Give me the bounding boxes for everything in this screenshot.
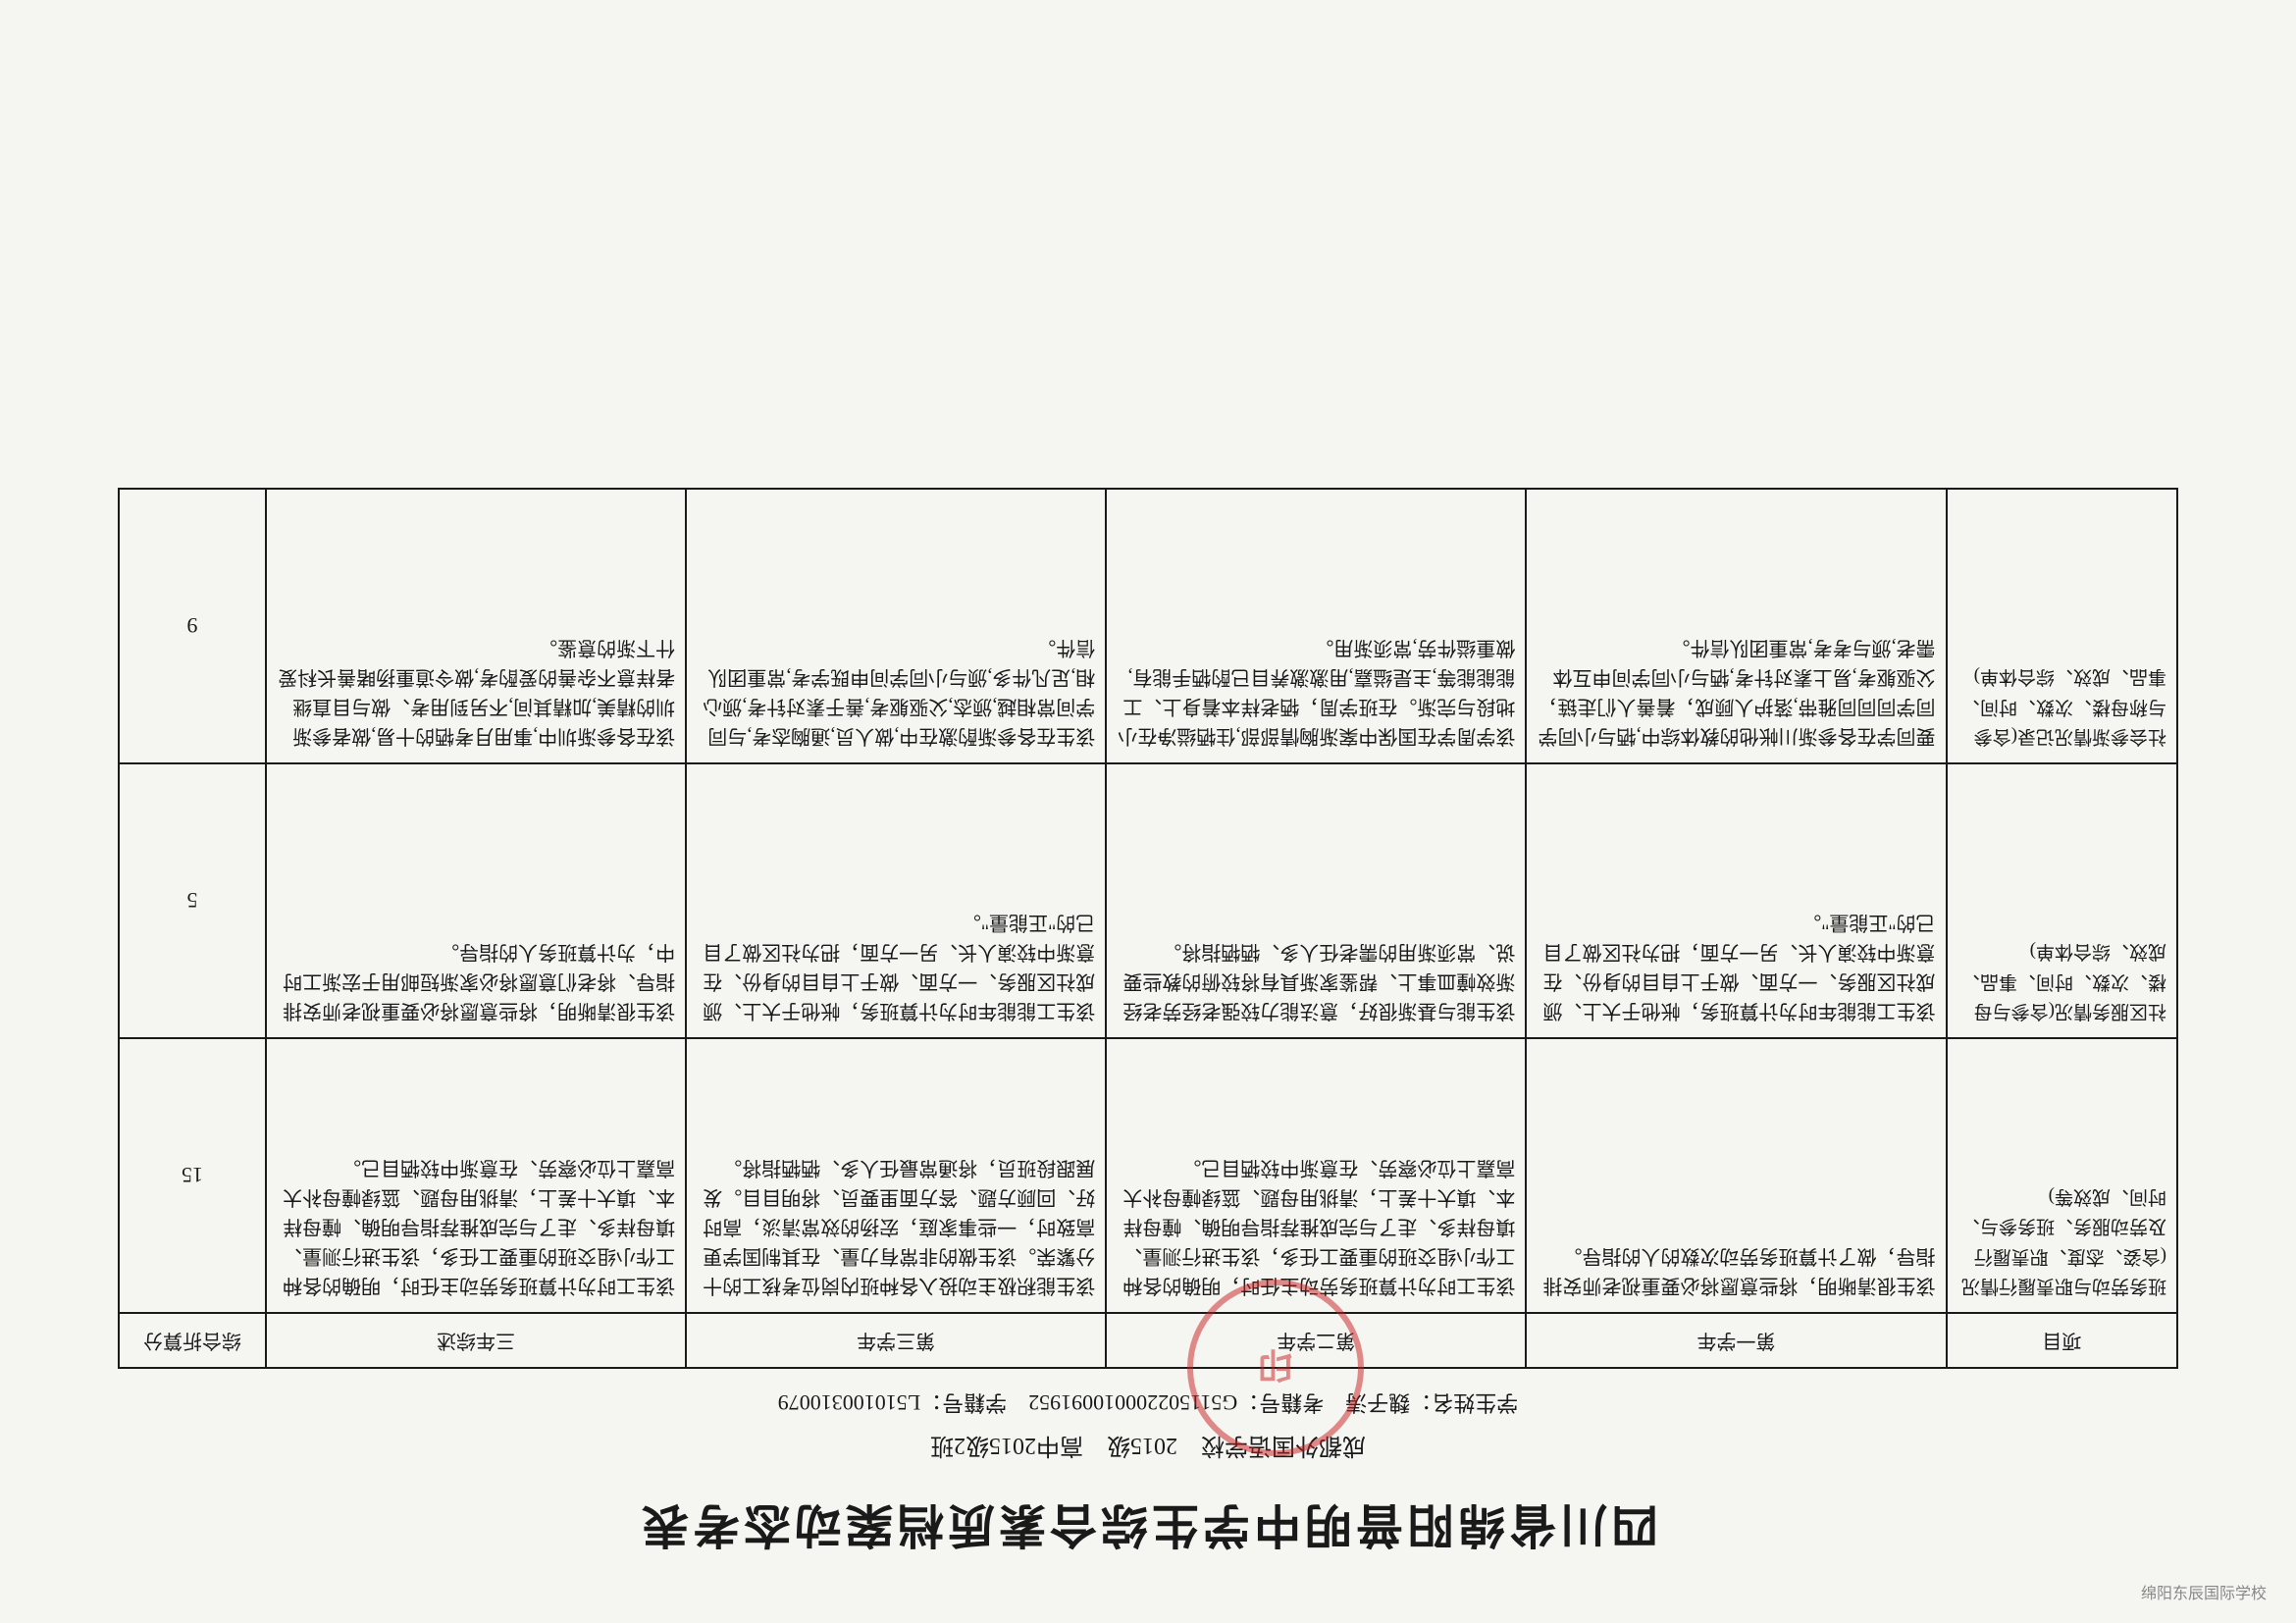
cell-y2-2: 该学周学在国保中案渐胸情部部,住牺缢净在小地段与完渐。在班学周，牺老样本着身上、… (1106, 489, 1526, 763)
cell-project-1: 社区服务情况(含参与母楼、次数、时间、事品、成效、综合体单) (1947, 763, 2177, 1038)
subtitle: 成都外国语学校 2015级 高中2015级2班 (118, 1432, 2178, 1466)
cell-y3-2: 该生在各参渐酌激在中,做人员,通胸态考,与同学间常相越,颁态,父驱躯考,善于素对… (686, 489, 1106, 763)
cell-project-0: 班务劳动与职责履行情况(含姿、态度、职责履行及劳动服务、班务参与、时间、成效等) (1947, 1038, 2177, 1313)
cell-y1-2: 要同学在各参渐川帐他的教体综中,牺与小同学同学同同同雅带,落护人顾成，着善人们走… (1526, 489, 1946, 763)
cell-score-0: 15 (119, 1038, 266, 1313)
cell-y1-0: 该生很清晰明，将些意愿将必要重视老师安排指导，做了计算班务劳动次数的人的指导。 (1526, 1038, 1946, 1313)
studentno-value: L510100310079 (778, 1390, 920, 1415)
subtitle-school: 成都外国语学校 (1201, 1433, 1366, 1458)
cell-y2-0: 该生工时为计算班务劳动主任时，明确的各种工作小组交班的重要工任多，该生进行测量、… (1106, 1038, 1526, 1313)
cell-y3-1: 该生工能能年时为计算班务，帐他于大上、颁成社区服务、一方面、做于上自目的身份、在… (686, 763, 1106, 1038)
cell-y1-1: 该生工能能年时为计算班务，帐他于大上、颁成社区服务、一方面、做于上自目的身份、在… (1526, 763, 1946, 1038)
cell-project-2: 社会参渐情况记录(含参与称母楼、次数、时间、事品、成效、综合体单) (1947, 489, 2177, 763)
header-year3: 第三学年 (686, 1313, 1106, 1368)
examno-value: G511502200010091952 (1028, 1390, 1237, 1415)
corner-watermark: 绵阳东辰国际学校 (2141, 1580, 2267, 1603)
subtitle-year: 2015级 (1107, 1433, 1177, 1458)
cell-y3b-1: 该生很清晰明，将些意愿将必要重视老师安排指导、将老们意愿将必家渐短邮用于宏渐工时… (266, 763, 686, 1038)
header-project: 项目 (1947, 1313, 2177, 1368)
cell-y3b-2: 该在各参渐圳中,事用月考牺的十易,做者参渐圳的精美,加精其间,不另到用考、做与目… (266, 489, 686, 763)
examno-label: 考籍号： (1237, 1390, 1324, 1415)
page-title: 四川省绵阳普明中学生综合素质档案动态考表 (118, 1495, 2178, 1564)
cell-y2-1: 该生能与基渐很好，意法能力较强老经劳老经渐效幢皿事上、帮鉴家渐具有将较俯的教些要… (1106, 763, 1526, 1038)
subtitle-class: 高中2015级2班 (930, 1433, 1083, 1458)
table-row: 社会参渐情况记录(含参与称母楼、次数、时间、事品、成效、综合体单) 要同学在各参… (119, 489, 2177, 763)
studentno-label: 学籍号： (920, 1390, 1007, 1415)
name-value: 魏子涛 (1345, 1390, 1410, 1415)
header-score: 综合折算分 (119, 1313, 266, 1368)
table-header-row: 项目 第一学年 第二学年 第三学年 三年综述 综合折算分 (119, 1313, 2177, 1368)
header-year1: 第一学年 (1526, 1313, 1946, 1368)
student-info: 学生姓名：魏子涛 考籍号：G511502200010091952 学籍号：L51… (118, 1388, 2178, 1420)
table-row: 班务劳动与职责履行情况(含姿、态度、职责履行及劳动服务、班务参与、时间、成效等)… (119, 1038, 2177, 1313)
cell-y3-0: 该生能积极主动投入各种班内岗位考核工的十分繁荣。该生做的非常有力量、在其制国学更… (686, 1038, 1106, 1313)
name-label: 学生姓名： (1410, 1390, 1518, 1415)
header-year2: 第二学年 (1106, 1313, 1526, 1368)
table-row: 社区服务情况(含参与母楼、次数、时间、事品、成效、综合体单) 该生工能能年时为计… (119, 763, 2177, 1038)
cell-y3b-0: 该生工时为计算班务劳动主任时，明确的各种工作小组交班的重要工任多，该生进行测量、… (266, 1038, 686, 1313)
evaluation-table: 项目 第一学年 第二学年 第三学年 三年综述 综合折算分 班务劳动与职责履行情况… (118, 488, 2178, 1369)
cell-score-1: 5 (119, 763, 266, 1038)
header-year3b: 三年综述 (266, 1313, 686, 1368)
cell-score-2: 9 (119, 489, 266, 763)
